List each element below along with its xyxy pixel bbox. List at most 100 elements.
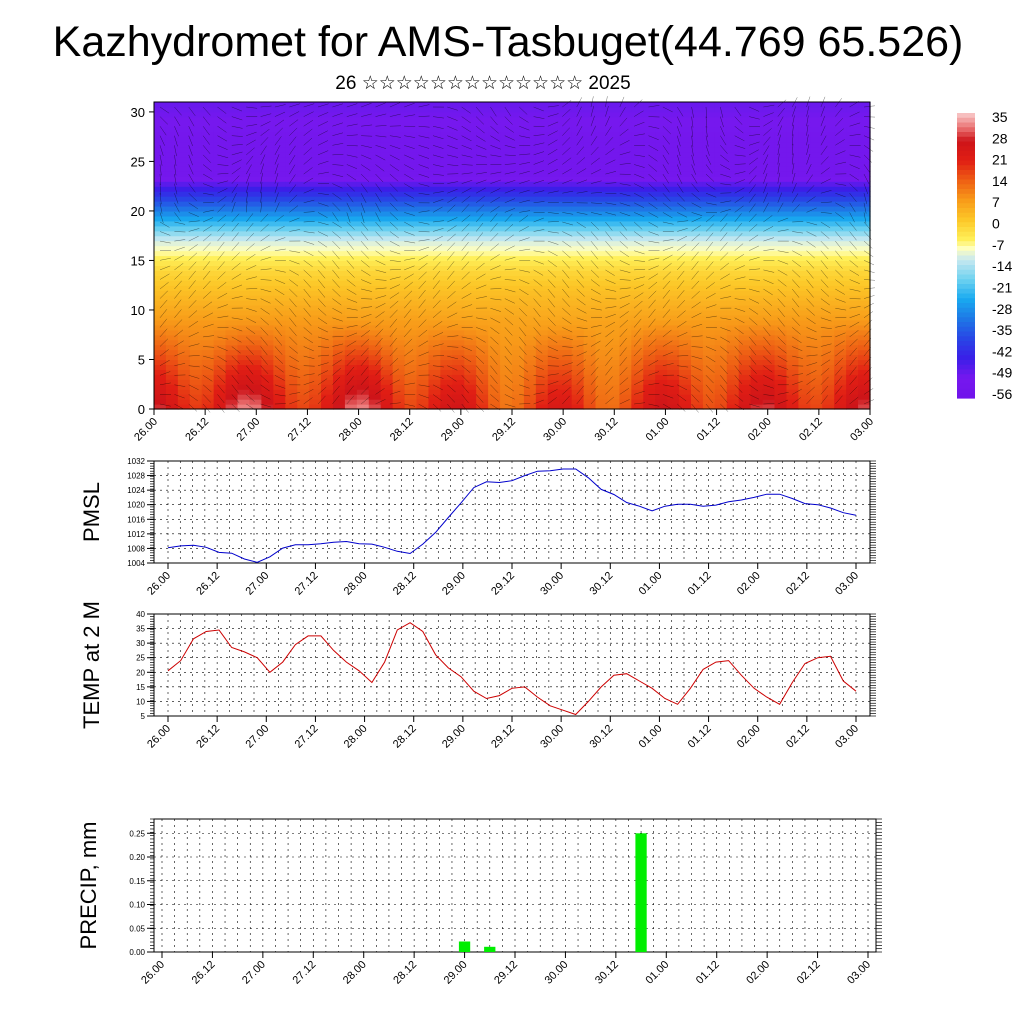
heatmap-cell — [476, 201, 489, 207]
wind-barb — [389, 164, 400, 172]
wind-barb — [360, 231, 369, 241]
heatmap-cell — [464, 225, 477, 232]
wind-barb — [547, 327, 557, 335]
heatmap-cell — [273, 156, 286, 163]
heatmap-cell — [297, 305, 310, 311]
heatmap-cell — [392, 210, 406, 217]
heatmap-cell — [380, 146, 394, 153]
heatmap-cell — [774, 399, 788, 405]
heatmap-cell — [500, 374, 513, 380]
wind-barb — [404, 102, 415, 108]
heatmap-cell — [762, 245, 776, 252]
heatmap-cell — [702, 141, 716, 148]
wind-barb — [360, 338, 370, 347]
heatmap-cell — [154, 255, 167, 262]
heatmap-cell — [583, 181, 597, 187]
wind-barb — [533, 190, 545, 194]
heatmap-cell — [273, 334, 286, 341]
heatmap-cell — [702, 201, 716, 207]
heatmap-cell — [523, 220, 537, 227]
heatmap-cell — [261, 300, 274, 306]
heatmap-cell — [321, 250, 334, 257]
wind-barb — [691, 212, 703, 216]
heatmap-cell — [846, 404, 859, 410]
heatmap-cell — [846, 235, 859, 242]
heatmap-cell — [356, 394, 370, 400]
heatmap-cell — [679, 354, 692, 361]
heatmap-cell — [846, 176, 859, 182]
heatmap-cell — [774, 245, 788, 252]
wind-barb — [490, 346, 498, 355]
heatmap-cell — [512, 379, 525, 385]
heatmap-cell — [858, 240, 871, 247]
heatmap-cell — [488, 349, 501, 356]
heatmap-cell — [428, 285, 441, 291]
wind-barb — [303, 250, 314, 257]
wind-barb — [174, 239, 186, 242]
heatmap-cell — [428, 205, 441, 212]
wind-barb — [576, 351, 587, 357]
heatmap-cell — [428, 210, 441, 217]
heatmap-cell — [392, 280, 406, 286]
heatmap-cell — [512, 305, 525, 311]
heatmap-cell — [512, 394, 525, 400]
heatmap-cell — [535, 364, 549, 370]
heatmap-cell — [392, 151, 406, 158]
wind-barb — [432, 252, 442, 261]
heatmap-cell — [786, 196, 799, 202]
wind-barb — [461, 204, 470, 213]
heatmap-cell — [154, 359, 167, 366]
wind-barb — [447, 125, 458, 131]
heatmap-cell — [571, 290, 585, 296]
heatmap-cell — [321, 349, 334, 356]
heatmap-cell — [333, 176, 346, 182]
heatmap-cell — [225, 344, 239, 351]
heatmap-cell — [547, 116, 561, 123]
heatmap-cell — [714, 235, 728, 242]
heatmap-cell — [750, 111, 764, 118]
heatmap-cell — [333, 166, 346, 172]
heatmap-cell — [583, 250, 597, 257]
heatmap-cell — [356, 399, 370, 405]
heatmap-cell — [165, 404, 179, 410]
heatmap-cell — [500, 181, 513, 187]
heatmap-cell — [643, 225, 656, 232]
wind-barb — [662, 221, 674, 225]
heatmap-cell — [309, 225, 322, 232]
heatmap-cell — [333, 309, 346, 316]
heatmap-cell — [452, 334, 465, 341]
heatmap-cell — [356, 389, 370, 395]
wind-barb — [504, 245, 515, 251]
heatmap-cell — [261, 131, 274, 138]
wind-barb — [562, 298, 570, 307]
heatmap-cell — [535, 285, 549, 291]
wind-barb — [576, 317, 588, 322]
heatmap-cell — [691, 314, 704, 321]
wind-barb — [317, 221, 329, 226]
heatmap-cell — [834, 329, 847, 336]
heatmap-cell — [655, 280, 668, 286]
heatmap-cell — [595, 324, 609, 331]
heatmap-cell — [643, 240, 656, 247]
wind-barb — [159, 202, 163, 214]
wind-barb — [317, 140, 329, 146]
heatmap-cell — [440, 300, 453, 306]
heatmap-cell — [667, 136, 680, 143]
heatmap-cell — [619, 329, 632, 336]
heatmap-cell — [738, 225, 752, 232]
heatmap-cell — [858, 250, 871, 257]
heatmap-cell — [607, 201, 620, 207]
heatmap-cell — [344, 305, 358, 311]
wind-barb — [648, 360, 659, 366]
heatmap-cell — [822, 111, 835, 118]
heatmap-cell — [523, 191, 537, 197]
heatmap-cell — [679, 126, 692, 133]
heatmap-cell — [452, 245, 465, 252]
wind-barb — [404, 114, 416, 117]
heatmap-cell — [619, 374, 632, 380]
heatmap-cell — [571, 309, 585, 316]
wind-barb — [720, 106, 724, 118]
wind-barb — [375, 193, 382, 203]
heatmap-cell — [798, 181, 811, 187]
heatmap-cell — [321, 205, 334, 212]
